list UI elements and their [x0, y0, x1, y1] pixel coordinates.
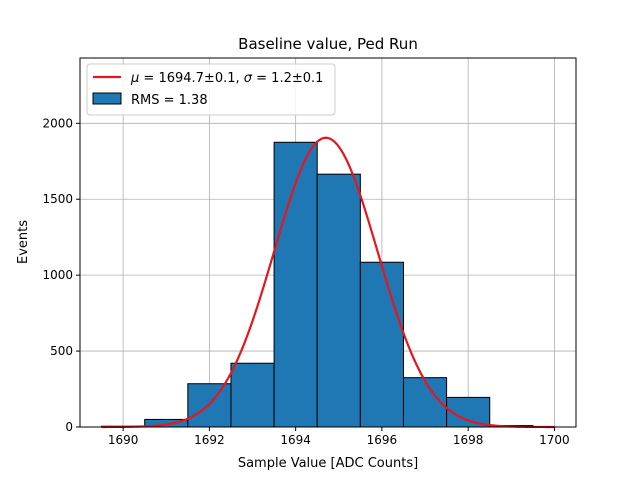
x-tick-label: 1690: [108, 433, 139, 447]
histogram-bar: [316, 173, 361, 428]
legend-mu-value: = 1694.7±0.1,: [139, 71, 243, 86]
y-tick-label: 1000: [42, 268, 73, 282]
y-tick-label: 1500: [42, 192, 73, 206]
x-tick-label: 1700: [539, 433, 570, 447]
y-axis-ticks: 0 500 1000 1500 2000: [42, 116, 80, 434]
x-axis-ticks: 1690 1692 1694 1696 1698 1700: [108, 427, 570, 447]
legend-histogram-swatch: [92, 92, 122, 105]
x-tick-label: 1692: [194, 433, 225, 447]
y-tick-label: 500: [50, 344, 73, 358]
histogram-bar: [230, 362, 275, 428]
x-tick-label: 1698: [453, 433, 484, 447]
y-axis-label: Events: [16, 220, 31, 264]
y-tick-label: 2000: [42, 116, 73, 130]
legend-histogram-label: RMS = 1.38: [131, 93, 208, 108]
histogram-bar: [359, 261, 404, 428]
histogram-bars: [101, 141, 534, 428]
x-tick-label: 1694: [280, 433, 311, 447]
legend-sigma-value: = 1.2±0.1: [252, 71, 323, 86]
legend-fit-label: μ = 1694.7±0.1, σ = 1.2±0.1: [130, 71, 323, 86]
gaussian-fit-curve: [101, 136, 555, 429]
x-tick-label: 1696: [367, 433, 398, 447]
legend-mu-symbol: μ: [130, 71, 139, 86]
legend: μ = 1694.7±0.1, σ = 1.2±0.1 RMS = 1.38: [86, 63, 336, 116]
plot-frame: [79, 57, 577, 428]
legend-box: [86, 63, 336, 116]
x-axis-label: Sample Value [ADC Counts]: [238, 456, 418, 471]
legend-sigma-symbol: σ: [244, 71, 253, 86]
chart-title: Baseline value, Ped Run: [238, 35, 418, 53]
y-tick-label: 0: [65, 420, 73, 434]
